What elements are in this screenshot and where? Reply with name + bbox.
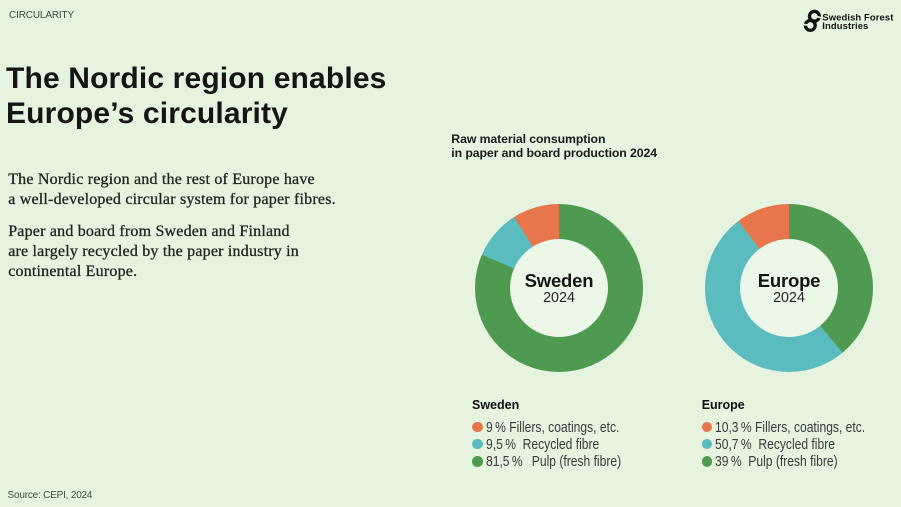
svg-text:Swedish Forest: Swedish Forest [822,12,894,23]
svg-text:Industries: Industries [822,21,868,32]
